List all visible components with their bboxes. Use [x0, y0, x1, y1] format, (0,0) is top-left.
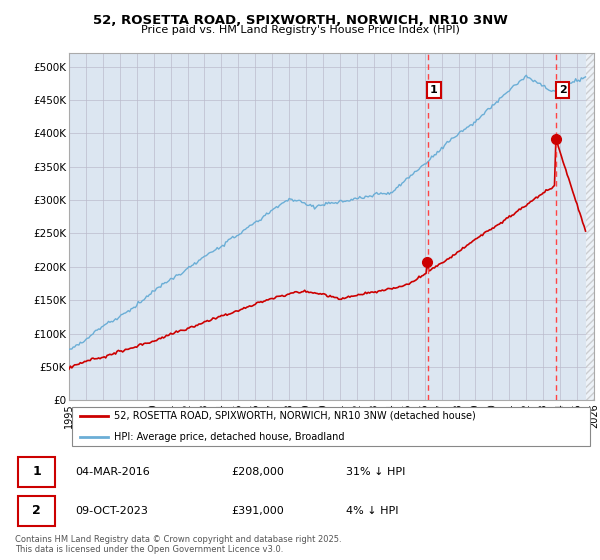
Text: 04-MAR-2016: 04-MAR-2016	[76, 467, 150, 477]
Text: Contains HM Land Registry data © Crown copyright and database right 2025.
This d: Contains HM Land Registry data © Crown c…	[15, 535, 341, 554]
Text: 4% ↓ HPI: 4% ↓ HPI	[346, 506, 398, 516]
Text: £391,000: £391,000	[231, 506, 284, 516]
Text: 52, ROSETTA ROAD, SPIXWORTH, NORWICH, NR10 3NW (detached house): 52, ROSETTA ROAD, SPIXWORTH, NORWICH, NR…	[113, 410, 475, 421]
Text: 2: 2	[559, 85, 566, 95]
FancyBboxPatch shape	[18, 496, 55, 526]
FancyBboxPatch shape	[18, 456, 55, 487]
Text: 1: 1	[32, 465, 41, 478]
Text: 09-OCT-2023: 09-OCT-2023	[76, 506, 148, 516]
Text: 1: 1	[430, 85, 438, 95]
Text: £208,000: £208,000	[231, 467, 284, 477]
Text: 52, ROSETTA ROAD, SPIXWORTH, NORWICH, NR10 3NW: 52, ROSETTA ROAD, SPIXWORTH, NORWICH, NR…	[92, 14, 508, 27]
Bar	[586, 53, 594, 400]
Text: 31% ↓ HPI: 31% ↓ HPI	[346, 467, 406, 477]
Text: 2: 2	[32, 505, 41, 517]
Text: HPI: Average price, detached house, Broadland: HPI: Average price, detached house, Broa…	[113, 432, 344, 442]
FancyBboxPatch shape	[71, 407, 590, 446]
Bar	[586, 53, 594, 400]
Text: Price paid vs. HM Land Registry's House Price Index (HPI): Price paid vs. HM Land Registry's House …	[140, 25, 460, 35]
